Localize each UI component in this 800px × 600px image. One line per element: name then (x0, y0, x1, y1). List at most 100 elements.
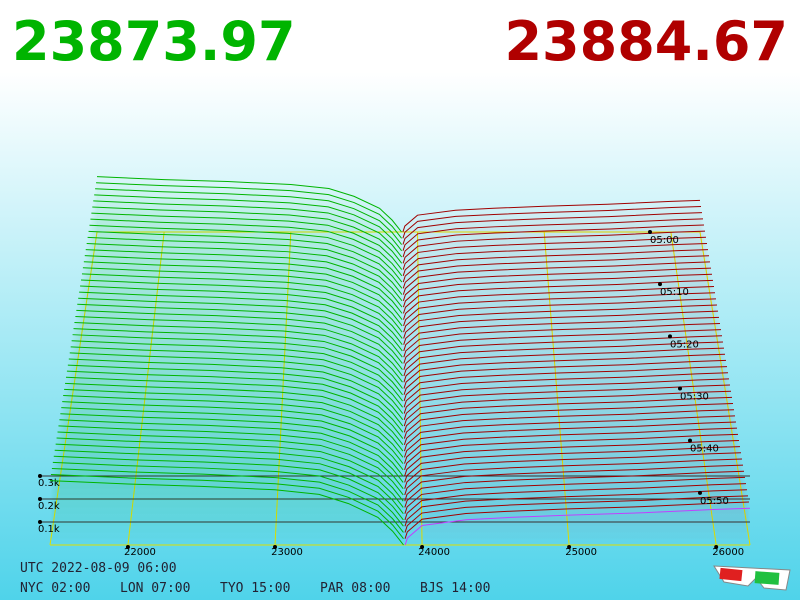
bids-history-line (75, 315, 403, 377)
bids-history-line (87, 236, 403, 295)
grid-line (543, 231, 570, 546)
grid-line (274, 231, 292, 546)
bids-history-line (56, 437, 404, 502)
asks-history-line (402, 212, 703, 245)
bids-history-line (96, 176, 402, 233)
bids-history-line (71, 340, 404, 402)
bids-history-line (54, 449, 404, 515)
bids-history-line (64, 388, 404, 452)
bids-history-line (82, 267, 403, 327)
asks-history-line (402, 255, 710, 289)
bids-history-line (57, 431, 404, 496)
tick-dot (420, 545, 425, 549)
x-tick-label: 25000 (565, 547, 597, 558)
bids-history-line (96, 182, 402, 239)
zone-time: NYC 02:00 (20, 581, 90, 596)
bids-history-line (94, 194, 403, 252)
bids-history-line (79, 291, 403, 352)
asks-history-line (402, 242, 708, 276)
x-tick-label: 22000 (124, 547, 156, 558)
asks-history-line (403, 353, 726, 389)
y-tick-label: 0.2k (38, 501, 60, 512)
tick-dot (698, 490, 702, 495)
asks-history-line (404, 446, 741, 483)
zone-time: BJS 14:00 (420, 581, 490, 596)
bids-history-line (84, 255, 403, 314)
bids-history-line (65, 382, 404, 446)
3d-glasses-icon (713, 565, 791, 591)
asks-history-line (402, 224, 705, 258)
bids-history-line (60, 413, 404, 477)
asks-history-line (404, 439, 740, 477)
bids-history-line (89, 224, 403, 283)
tick-dot (668, 334, 672, 339)
asks-history-line (404, 489, 748, 527)
tick-dot (125, 545, 130, 549)
bids-history-line (65, 376, 404, 439)
bids-history-line (55, 443, 404, 508)
bids-history-line (81, 273, 403, 333)
asks-history-line (402, 267, 712, 302)
time-tick-label: 05:50 (700, 496, 729, 507)
asks-history-line (404, 501, 750, 539)
time-tick-label: 05:10 (660, 287, 689, 298)
bids-history-line (67, 364, 404, 427)
tick-dot (658, 282, 662, 287)
bids-history-line (68, 358, 404, 421)
asks-history-line (404, 427, 738, 464)
zone-time: LON 07:00 (120, 581, 190, 596)
bids-history-line (83, 261, 403, 320)
asks-history-line (404, 458, 743, 496)
bids-history-line (52, 461, 404, 527)
asks-history-line (403, 322, 721, 358)
bids-history-line (85, 249, 403, 308)
bids-history-line (78, 297, 403, 358)
bids-history-line (80, 279, 403, 339)
bids-history-line (74, 322, 403, 383)
asks-history-line (403, 347, 725, 383)
y-tick-label: 0.3k (38, 478, 60, 489)
time-tick-label: 05:30 (680, 392, 709, 403)
bids-history-line (86, 242, 403, 302)
asks-history-line (404, 470, 745, 508)
zone-time: PAR 08:00 (320, 581, 390, 596)
asks-history-line (403, 403, 734, 439)
asks-history-line (403, 415, 736, 452)
bids-history-line (73, 328, 403, 389)
grid-line (670, 231, 717, 546)
tick-dot (38, 474, 42, 478)
asks-history-line (403, 335, 723, 370)
time-zones: NYC 02:00 LON 07:00 TYO 15:00 PAR 08:00 BJS … (20, 581, 490, 596)
asks-history-line (402, 249, 709, 283)
asks-history-line (403, 372, 729, 408)
bids-history-line (61, 407, 404, 471)
tick-dot (38, 497, 42, 501)
grid-line (127, 231, 165, 546)
asks-depth-line (404, 507, 751, 546)
ask-price: 23884.67 (504, 10, 788, 73)
bids-history-line (92, 206, 403, 264)
asks-history-line (404, 476, 746, 514)
bids-history-line (51, 467, 404, 533)
bids-history-line (93, 200, 403, 258)
asks-history-line (403, 366, 728, 402)
bids-history-line (95, 188, 403, 245)
asks-history-line (402, 230, 706, 264)
asks-history-line (403, 396, 733, 433)
bids-history-line (53, 455, 404, 521)
asks-history-line (403, 390, 732, 427)
tick-dot (273, 545, 277, 549)
bids-history-line (66, 370, 404, 433)
tick-dot (678, 386, 682, 391)
asks-history-line (403, 384, 731, 420)
asks-history-line (402, 236, 707, 270)
tick-dot (714, 545, 719, 549)
asks-history-line (402, 273, 713, 308)
asks-history-line (404, 452, 742, 489)
asks-history-line (403, 310, 719, 345)
asks-history-line (404, 433, 739, 471)
bid-price: 23873.97 (12, 10, 296, 73)
bids-history-line (91, 212, 403, 270)
plot: 22000 23000 24000 25000 26000 0.1k 0.2k 0.3k 05:… (38, 176, 751, 558)
